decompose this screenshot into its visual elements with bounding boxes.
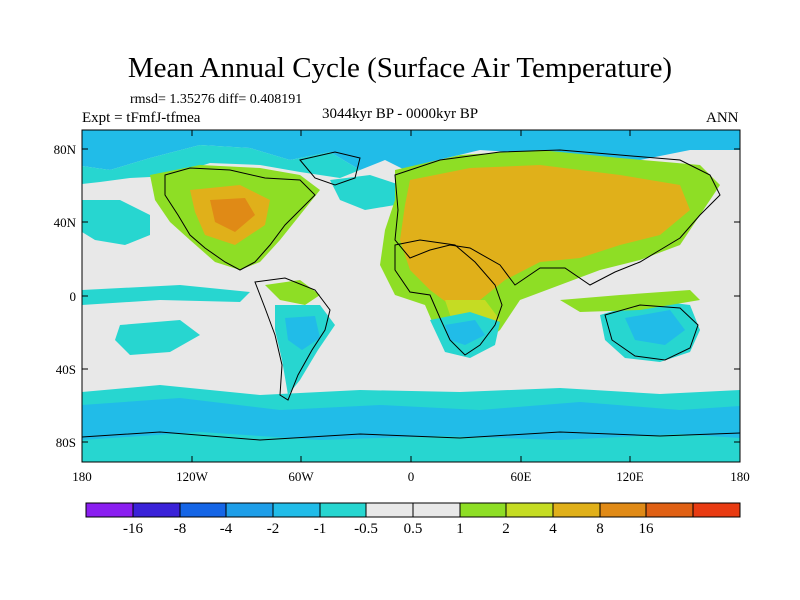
colorbar-box-6 [366, 503, 413, 517]
colorbar-box-12 [646, 503, 693, 517]
colorbar-box-0 [86, 503, 133, 517]
lat-label-0: 0 [70, 289, 77, 304]
period-label: 3044kyr BP - 0000kyr BP [322, 106, 479, 122]
season-label: ANN [706, 110, 739, 126]
colorbar-box-7 [413, 503, 460, 517]
colorbar-boxes [86, 503, 740, 517]
lat-label-80n: 80N [54, 142, 77, 157]
colorbar-box-2 [180, 503, 226, 517]
colorbar-dividers [132, 503, 694, 517]
colorbar-label-7: 1 [456, 521, 464, 537]
lon-tick-labels: 180 120W 60W 0 60E 120E 180 [72, 469, 750, 484]
lat-label-80s: 80S [56, 435, 76, 450]
colorbar-box-8 [460, 503, 506, 517]
colorbar-box-5 [320, 503, 366, 517]
coast-south-america [254, 277, 331, 401]
colorbar-label-2: -4 [220, 521, 233, 537]
field-north-america-core [210, 198, 255, 232]
colorbar-label-9: 4 [549, 521, 557, 537]
field-eurasia-hot [400, 165, 690, 305]
colorbar-box-10 [553, 503, 600, 517]
colorbar-label-8: 2 [502, 521, 510, 537]
lon-label-120w: 120W [176, 469, 209, 484]
colorbar-label-5: -0.5 [354, 521, 378, 537]
lon-label-0: 0 [408, 469, 415, 484]
field-equatorial-warm [560, 290, 700, 312]
colorbar-label-4: -1 [314, 521, 327, 537]
colorbar-label-10: 8 [596, 521, 604, 537]
colorbar-label-3: -2 [267, 521, 280, 537]
colorbar-label-11: 16 [639, 521, 655, 537]
coastlines [82, 149, 740, 441]
lon-label-120e: 120E [616, 469, 644, 484]
colorbar-box-4 [273, 503, 320, 517]
coast-eurasia [394, 149, 721, 286]
coast-greenland [299, 151, 361, 186]
lat-label-40n: 40N [54, 215, 77, 230]
lon-label-60e: 60E [511, 469, 532, 484]
lon-label-180e: 180 [730, 469, 750, 484]
axis-ticks [81, 130, 741, 462]
colorbar-label-0: -16 [123, 521, 143, 537]
field-south-america-deep [285, 316, 320, 350]
field-north-pacific-cool [82, 200, 150, 245]
field-north-atlantic-cool [330, 175, 400, 210]
colorbar-box-3 [226, 503, 273, 517]
experiment-label: Expt = tFmfJ-tfmea [82, 110, 201, 126]
colorbar-box-1 [133, 503, 180, 517]
colorbar-label-1: -8 [174, 521, 187, 537]
colorbar-box-9 [506, 503, 553, 517]
colorbar: -16 -8 -4 -2 -1 -0.5 0.5 1 2 4 8 16 [85, 502, 741, 537]
field-antarctic-light [82, 432, 740, 462]
field-south-africa-deep [445, 320, 485, 345]
field-se-pacific-cool [115, 320, 200, 355]
coast-australia [604, 304, 699, 361]
field-arctic-cool [82, 130, 740, 170]
colorbar-labels: -16 -8 -4 -2 -1 -0.5 0.5 1 2 4 8 16 [123, 521, 654, 537]
lat-label-40s: 40S [56, 362, 76, 377]
field-australia-deep [625, 310, 685, 345]
coast-africa [394, 239, 503, 356]
colorbar-box-13 [693, 503, 740, 517]
stats-text: rmsd= 1.35276 diff= 0.408191 [130, 92, 303, 107]
colorbar-box-11 [600, 503, 646, 517]
field-arctic-light [82, 145, 360, 184]
lon-label-60w: 60W [288, 469, 314, 484]
lon-label-180w: 180 [72, 469, 92, 484]
coast-antarctica [82, 431, 740, 441]
map-field [82, 130, 740, 462]
chart-title: Mean Annual Cycle (Surface Air Temperatu… [127, 52, 673, 84]
lat-tick-labels: 80N 40N 0 40S 80S [54, 142, 77, 450]
colorbar-label-6: 0.5 [404, 521, 423, 537]
coast-north-america [164, 167, 316, 271]
field-equatorial-strip [82, 285, 250, 305]
field-southern-deep [82, 398, 740, 440]
